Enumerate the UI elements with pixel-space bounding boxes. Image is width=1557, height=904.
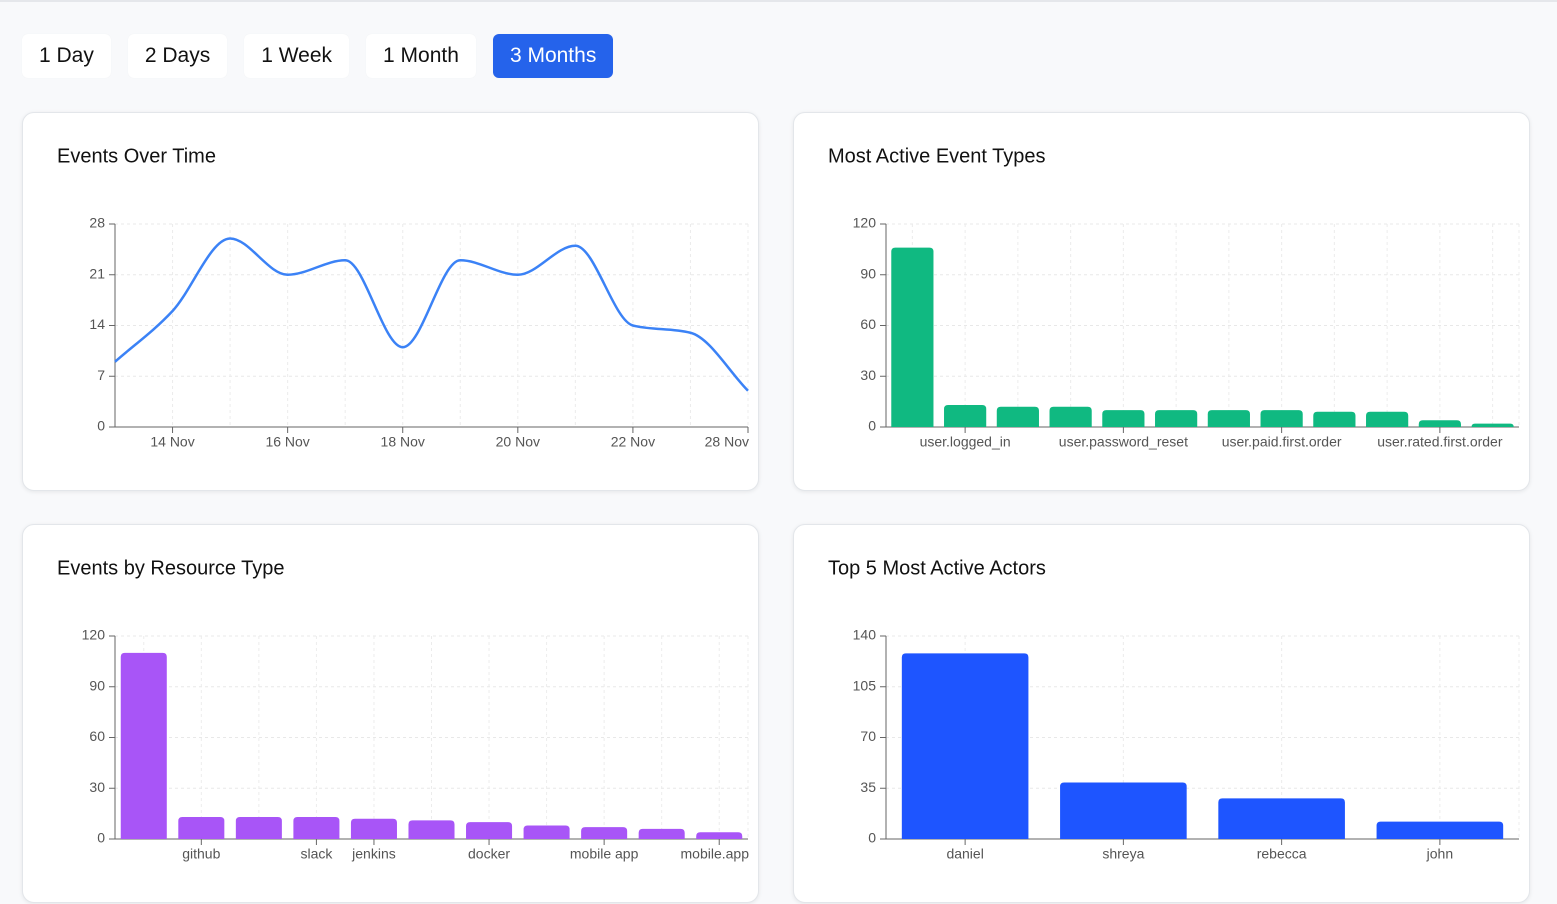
- x-tick-label: mobile app: [570, 846, 639, 862]
- x-tick-label: jenkins: [351, 846, 396, 862]
- y-tick-label: 0: [868, 418, 876, 434]
- x-tick-label: slack: [300, 846, 333, 862]
- y-tick-label: 90: [860, 265, 876, 281]
- y-tick-label: 7: [97, 367, 105, 383]
- y-tick-label: 60: [860, 316, 876, 332]
- chart-title: Top 5 Most Active Actors: [828, 557, 1046, 579]
- x-tick-label: john: [1426, 846, 1453, 862]
- x-tick-label: docker: [468, 846, 510, 862]
- y-tick-label: 120: [853, 215, 877, 231]
- chart-title: Most Active Event Types: [828, 145, 1046, 167]
- x-tick-label: 22 Nov: [611, 434, 655, 450]
- y-tick-label: 70: [860, 728, 876, 744]
- x-tick-label: mobile.app: [681, 846, 750, 862]
- chart-title: Events by Resource Type: [57, 557, 285, 579]
- bar: [1376, 821, 1504, 839]
- bar: [1049, 406, 1092, 427]
- x-tick-label: 18 Nov: [381, 434, 425, 450]
- chart-title: Events Over Time: [57, 145, 216, 167]
- x-tick-label: 28 Nov: [705, 434, 749, 450]
- x-tick-label: user.logged_in: [920, 434, 1011, 450]
- y-tick-label: 105: [853, 677, 877, 693]
- bar: [1313, 411, 1356, 427]
- y-tick-label: 30: [89, 779, 105, 795]
- bar: [408, 820, 455, 839]
- bar: [1155, 410, 1198, 427]
- chart-card: Events by Resource Type 0 30 60 90 120 github s…: [22, 524, 759, 903]
- y-tick-label: 60: [89, 728, 105, 744]
- bar: [1366, 411, 1409, 427]
- y-tick-label: 28: [89, 215, 105, 231]
- x-tick-label: shreya: [1102, 846, 1144, 862]
- x-tick-label: 16 Nov: [265, 434, 309, 450]
- bar: [581, 827, 628, 839]
- bar: [996, 406, 1039, 427]
- bar: [638, 828, 685, 839]
- chart: Most Active Event Types 0 30 60 90 120 user.lo…: [828, 145, 1520, 450]
- bar: [350, 818, 397, 839]
- time-range-button[interactable]: 2 Days: [127, 34, 228, 78]
- time-range-button[interactable]: 1 Day: [22, 34, 111, 78]
- time-range-button[interactable]: 3 Months: [492, 34, 614, 78]
- bar: [1471, 423, 1514, 427]
- bar: [120, 652, 167, 839]
- y-tick-label: 0: [97, 830, 105, 846]
- x-tick-label: user.paid.first.order: [1222, 434, 1342, 450]
- bar: [178, 817, 225, 839]
- time-range-button[interactable]: 1 Month: [366, 34, 476, 78]
- bar: [235, 817, 282, 839]
- x-tick-label: 20 Nov: [496, 434, 540, 450]
- x-tick-label: github: [182, 846, 220, 862]
- bar: [1060, 782, 1187, 839]
- bar: [1207, 410, 1250, 427]
- y-tick-label: 30: [860, 367, 876, 383]
- y-tick-label: 120: [82, 627, 106, 643]
- bar: [1260, 410, 1303, 427]
- bar: [891, 247, 934, 427]
- bar: [1102, 410, 1145, 427]
- y-tick-label: 140: [853, 627, 877, 643]
- bar: [293, 817, 340, 839]
- bar: [1218, 798, 1345, 839]
- bar: [523, 825, 570, 839]
- chart-card: Events Over Time 0 7 14 21 28 14 Nov 16 Nov 18 N…: [22, 112, 759, 491]
- y-tick-label: 90: [89, 677, 105, 693]
- bar: [1418, 420, 1461, 427]
- bar: [696, 832, 743, 839]
- bar: [901, 653, 1029, 839]
- chart-card: Top 5 Most Active Actors 0 35 70 105 140 danie…: [793, 524, 1530, 903]
- chart: Events by Resource Type 0 30 60 90 120 github s…: [57, 557, 750, 862]
- x-tick-label: 14 Nov: [150, 434, 194, 450]
- top-border: [0, 0, 1557, 2]
- line: [114, 237, 749, 392]
- bar: [466, 822, 513, 839]
- chart: Events Over Time 0 7 14 21 28 14 Nov 16 Nov 18 N…: [57, 145, 749, 450]
- y-tick-label: 21: [89, 265, 105, 281]
- x-tick-label: user.rated.first.order: [1377, 434, 1503, 450]
- time-range-filters: 1 Day 2 Days 1 Week 1 Month 3 Months: [22, 34, 614, 78]
- time-range-button[interactable]: 1 Week: [244, 34, 350, 78]
- y-tick-label: 0: [868, 830, 876, 846]
- x-tick-label: rebecca: [1257, 846, 1307, 862]
- y-tick-label: 0: [97, 418, 105, 434]
- x-tick-label: user.password_reset: [1059, 434, 1188, 450]
- chart: Top 5 Most Active Actors 0 35 70 105 140 danie…: [828, 557, 1520, 862]
- chart-card: Most Active Event Types 0 30 60 90 120 user.lo…: [793, 112, 1530, 491]
- y-tick-label: 35: [860, 779, 876, 795]
- x-tick-label: daniel: [946, 846, 983, 862]
- y-tick-label: 14: [89, 316, 105, 332]
- bar: [944, 405, 987, 427]
